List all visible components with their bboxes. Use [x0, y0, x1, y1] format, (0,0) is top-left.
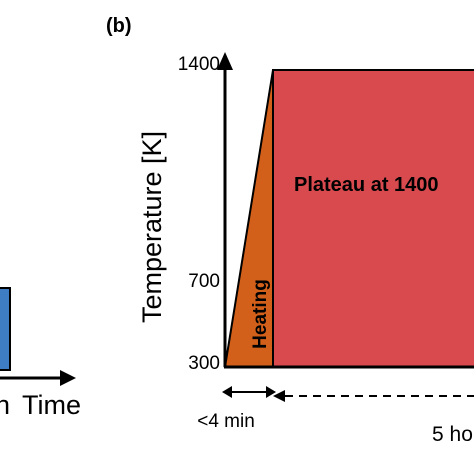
left-panel-xlabel-prefix: n — [0, 390, 10, 420]
heating-duration-arrowhead-left — [222, 386, 232, 398]
y-tick-label: 1400 — [178, 54, 220, 75]
heating-duration-label: <4 min — [197, 411, 255, 432]
y-axis-title: Temperature [K] — [137, 131, 167, 323]
plateau-duration-arrowhead-left — [273, 390, 285, 402]
y-tick-label: 300 — [188, 353, 220, 374]
plateau-label: Plateau at 1400 — [294, 174, 439, 196]
left-panel-bar — [0, 287, 11, 371]
panel-label: (b) — [106, 15, 132, 37]
left-panel-xlabel: Time — [22, 390, 81, 420]
y-axis-arrowhead — [217, 52, 233, 70]
heating-duration-arrowhead-right — [266, 386, 276, 398]
plateau-region — [272, 69, 474, 368]
plateau-duration-label: 5 ho — [432, 423, 473, 446]
y-tick-label: 700 — [188, 271, 220, 292]
left-panel-axis-arrowhead — [60, 370, 76, 386]
heating-label: Heating — [250, 279, 271, 349]
